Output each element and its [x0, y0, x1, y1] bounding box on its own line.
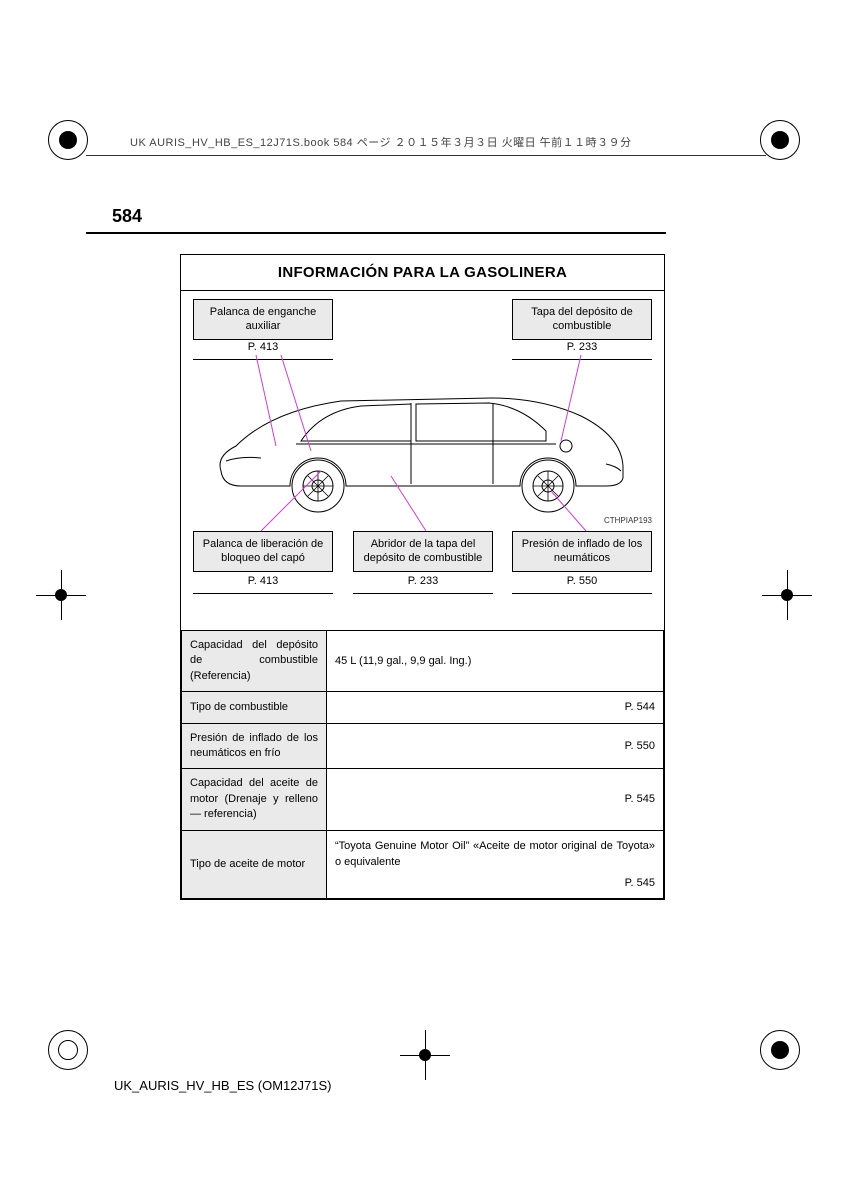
spec-label: Tipo de aceite de motor [182, 830, 327, 899]
car-diagram: Palanca de enganche auxiliar P. 413 Tapa… [181, 290, 664, 610]
spec-label: Capacidad del aceite de motor (Drenaje y… [182, 769, 327, 830]
spec-value: P. 545 [327, 769, 664, 830]
page-ref: P. 550 [512, 569, 652, 594]
spec-value: P. 550 [327, 723, 664, 769]
table-row: Presión de inflado de los neumáticos en … [182, 723, 664, 769]
spec-table: Capacidad del depósito de combustible (R… [181, 630, 664, 899]
crop-mark [48, 120, 88, 160]
table-row: Capacidad del depósito de combustible (R… [182, 631, 664, 692]
crop-mark [48, 1030, 88, 1070]
spec-value: 45 L (11,9 gal., 9,9 gal. Ing.) [327, 631, 664, 692]
table-row: Tipo de aceite de motor “Toyota Genuine … [182, 830, 664, 899]
spec-label: Capacidad del depósito de combustible (R… [182, 631, 327, 692]
crop-mark [760, 120, 800, 160]
crop-cross [400, 1030, 450, 1080]
header-rule [86, 155, 766, 156]
footer-code: UK_AURIS_HV_HB_ES (OM12J71S) [114, 1078, 331, 1093]
label-fuel-door-opener: Abridor de la tapa del depósito de combu… [353, 531, 493, 572]
document-meta: UK AURIS_HV_HB_ES_12J71S.book 584 ページ ２０… [130, 134, 632, 150]
label-hood-release: Palanca de liberación de bloqueo del cap… [193, 531, 333, 572]
page-ref: P. 233 [353, 569, 493, 594]
spacer [181, 610, 664, 630]
table-row: Tipo de combustible P. 544 [182, 692, 664, 724]
page-rule [86, 232, 666, 234]
crop-cross [36, 570, 86, 620]
spec-label: Tipo de combustible [182, 692, 327, 724]
label-tire-pressure: Presión de inflado de los neumáticos [512, 531, 652, 572]
page-number: 584 [112, 206, 142, 227]
crop-cross [762, 570, 812, 620]
spec-label: Presión de inflado de los neumáticos en … [182, 723, 327, 769]
crop-mark [760, 1030, 800, 1070]
page-ref: P. 413 [193, 569, 333, 594]
page-ref: P. 545 [335, 875, 655, 892]
table-row: Capacidad del aceite de motor (Drenaje y… [182, 769, 664, 830]
content-box: INFORMACIÓN PARA LA GASOLINERA Palanca d… [180, 254, 665, 900]
image-code: CTHPIAP193 [604, 516, 652, 525]
section-title: INFORMACIÓN PARA LA GASOLINERA [181, 255, 664, 290]
spec-value: P. 544 [327, 692, 664, 724]
spec-value: “Toyota Genuine Motor Oil” «Aceite de mo… [327, 830, 664, 899]
oil-text: “Toyota Genuine Motor Oil” «Aceite de mo… [335, 838, 655, 871]
